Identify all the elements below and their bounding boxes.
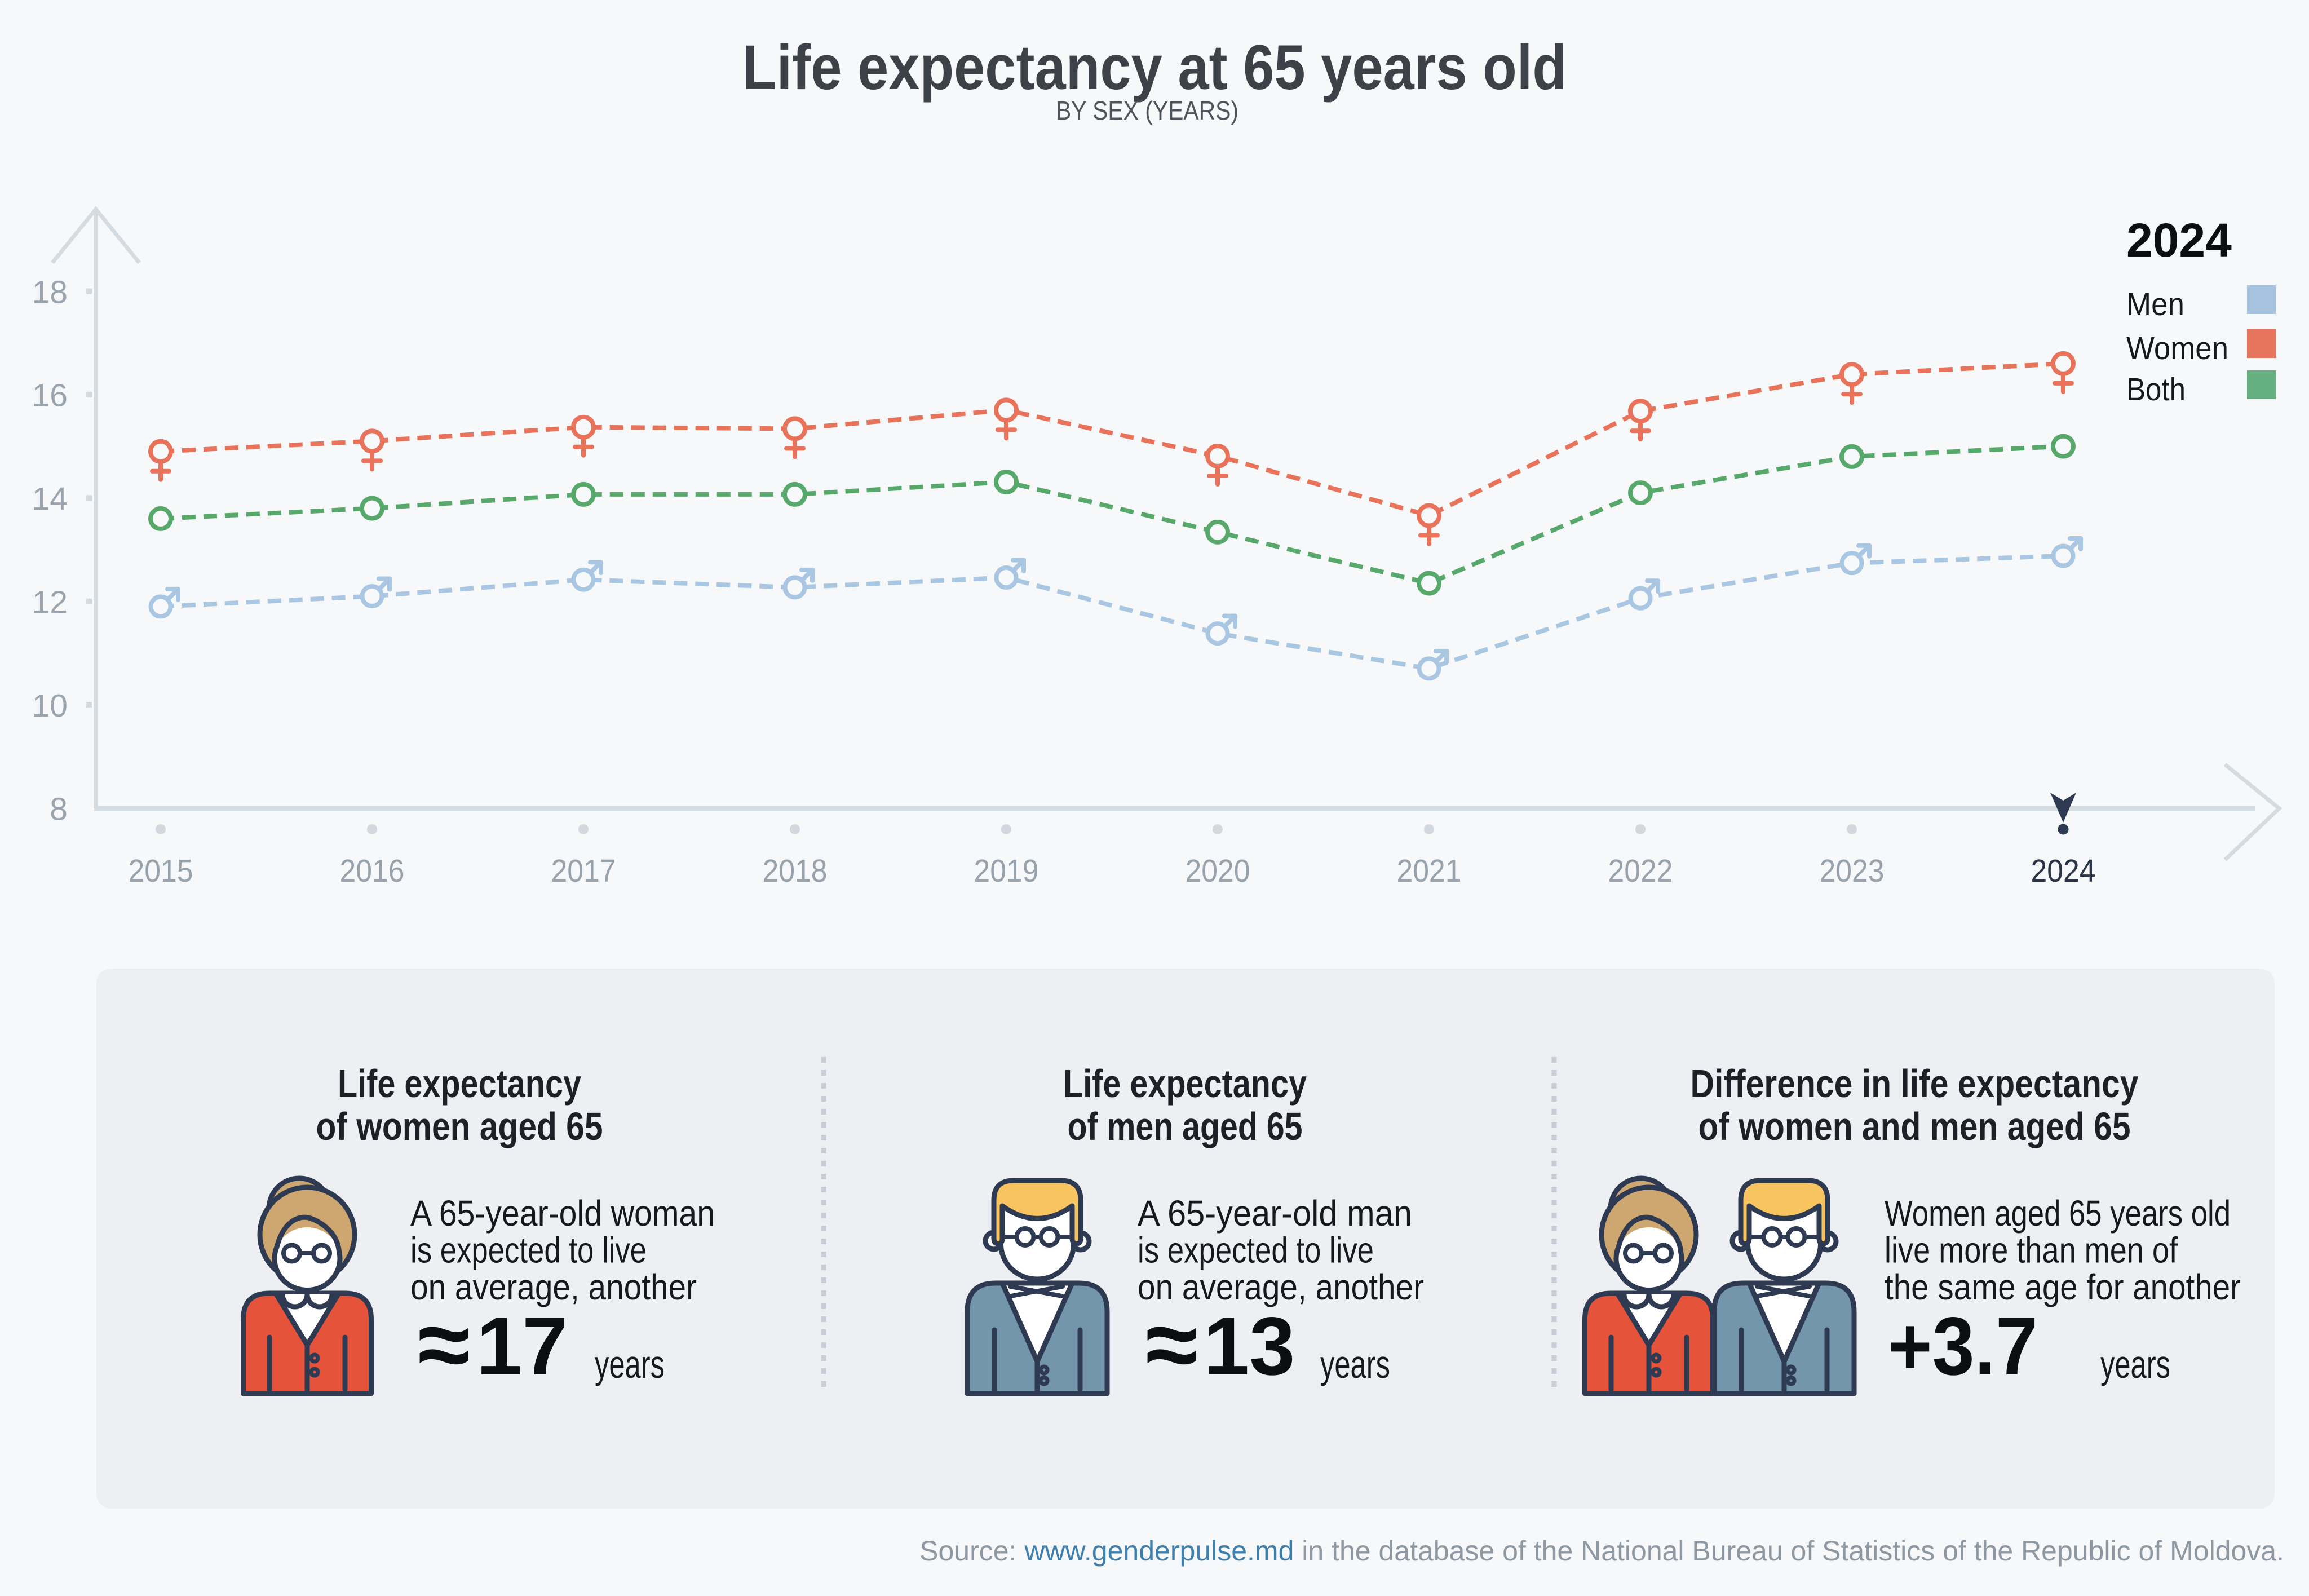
svg-text:2022: 2022 — [1608, 853, 1673, 889]
svg-text:17: 17 — [476, 1300, 568, 1392]
svg-text:2015: 2015 — [129, 853, 193, 889]
svg-text:Life expectancy: Life expectancy — [1063, 1062, 1307, 1106]
svg-text:Men: Men — [2126, 286, 2184, 322]
svg-text:8: 8 — [50, 791, 68, 827]
svg-text:Women: Women — [2126, 330, 2228, 366]
svg-text:of women aged 65: of women aged 65 — [316, 1104, 603, 1148]
svg-text:A 65-year-old man: A 65-year-old man — [1138, 1193, 1412, 1234]
svg-text:on average, another: on average, another — [410, 1267, 697, 1307]
svg-text:13: 13 — [1204, 1300, 1295, 1392]
svg-text:A 65-year-old woman: A 65-year-old woman — [410, 1193, 715, 1234]
svg-text:2021: 2021 — [1397, 853, 1462, 889]
svg-text:2020: 2020 — [1186, 853, 1250, 889]
svg-text:is expected to live: is expected to live — [410, 1230, 647, 1271]
svg-text:2024: 2024 — [2126, 214, 2232, 267]
svg-text:10: 10 — [32, 688, 68, 724]
svg-text:of women and men aged 65: of women and men aged 65 — [1698, 1104, 2131, 1148]
svg-text:+3.7: +3.7 — [1888, 1300, 2038, 1392]
svg-text:Difference in life expectancy: Difference in life expectancy — [1691, 1062, 2139, 1106]
svg-text:14: 14 — [32, 481, 68, 517]
svg-text:2024: 2024 — [2031, 853, 2096, 889]
svg-text:years: years — [2100, 1342, 2170, 1386]
svg-text:Women aged 65 years old: Women aged 65 years old — [1885, 1193, 2231, 1234]
svg-text:on average, another: on average, another — [1138, 1267, 1424, 1307]
svg-text:≈: ≈ — [418, 1291, 470, 1398]
svg-text:Life expectancy at 65 years ol: Life expectancy at 65 years old — [742, 32, 1567, 103]
svg-text:2017: 2017 — [551, 853, 616, 889]
svg-text:the same age for another: the same age for another — [1885, 1267, 2241, 1307]
svg-text:of men aged 65: of men aged 65 — [1068, 1104, 1303, 1148]
svg-text:Both: Both — [2126, 372, 2186, 408]
svg-text:Life expectancy: Life expectancy — [338, 1062, 581, 1106]
svg-text:years: years — [595, 1342, 665, 1386]
svg-text:18: 18 — [32, 274, 68, 310]
svg-text:2019: 2019 — [974, 853, 1039, 889]
svg-text:is expected to live: is expected to live — [1138, 1230, 1374, 1271]
svg-text:live more than men of: live more than men of — [1885, 1230, 2178, 1271]
svg-text:years: years — [1320, 1342, 1390, 1386]
svg-text:2018: 2018 — [763, 853, 828, 889]
svg-text:≈: ≈ — [1145, 1291, 1198, 1398]
svg-text:2016: 2016 — [340, 853, 405, 889]
svg-text:16: 16 — [32, 378, 68, 414]
svg-text:BY SEX (YEARS): BY SEX (YEARS) — [1056, 96, 1238, 125]
svg-text:12: 12 — [32, 585, 68, 621]
svg-text:2023: 2023 — [1820, 853, 1885, 889]
svg-text:Source: www.genderpulse.md in: Source: www.genderpulse.md in the databa… — [919, 1535, 2284, 1567]
